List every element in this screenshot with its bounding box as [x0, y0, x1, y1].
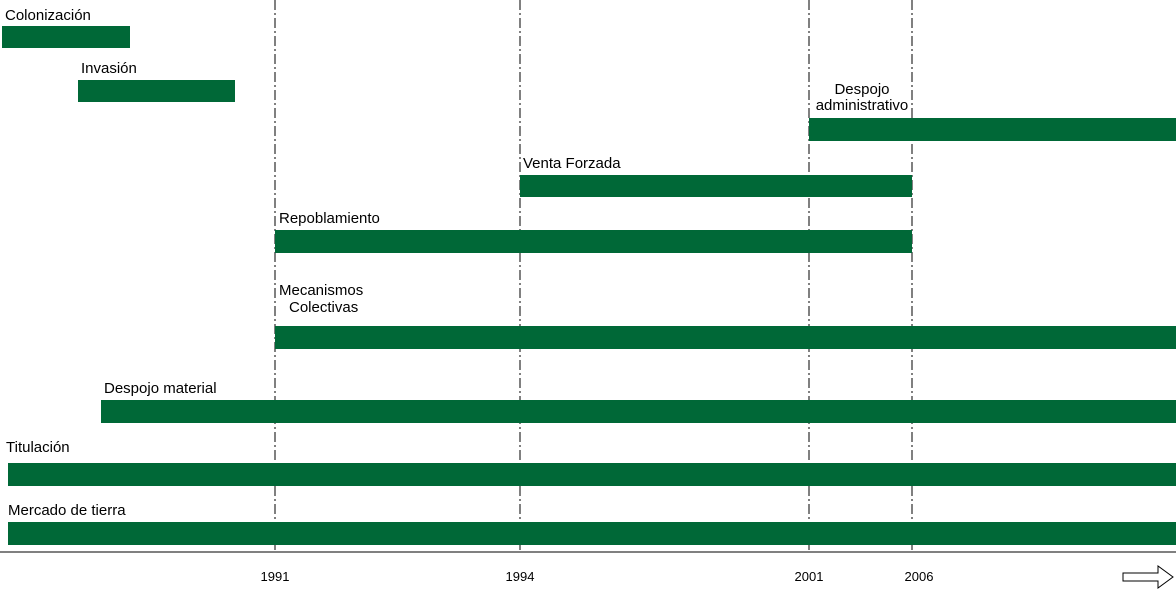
bar-label-despojo-administrativo-line-1: Despojo: [834, 81, 889, 98]
bar-labels: Colonización Invasión Despojoadministrativ…: [5, 7, 908, 519]
bar-despojo-material: [101, 400, 1176, 423]
bar-label-mercado-de-tierra: Mercado de tierra: [8, 502, 126, 519]
bar-label-invasion: Invasión: [81, 60, 137, 77]
bar-titulacion: [8, 463, 1176, 486]
x-tick-2001: 2001: [795, 569, 824, 584]
bar-label-despojo-administrativo-line-2: administrativo: [816, 97, 909, 114]
bar-label-titulacion: Titulación: [6, 439, 70, 456]
x-tick-2006: 2006: [905, 569, 934, 584]
timeline-bars: [2, 26, 1176, 545]
bar-mecanismos-colectivas: [275, 326, 1176, 349]
bar-label-despojo-material: Despojo material: [104, 380, 217, 397]
bar-label-venta-forzada: Venta Forzada: [523, 155, 621, 172]
bar-label-mecanismos-colectivas-line-2: Colectivas: [289, 299, 358, 316]
bar-colonizacion: [2, 26, 130, 48]
bar-label-colonizacion: Colonización: [5, 7, 91, 24]
x-tick-1991: 1991: [261, 569, 290, 584]
bar-label-repoblamiento: Repoblamiento: [279, 210, 380, 227]
bar-invasion: [78, 80, 235, 102]
x-tick-labels: 1991 1994 2001 2006: [261, 569, 934, 584]
x-tick-1994: 1994: [506, 569, 535, 584]
year-gridlines: [274, 0, 913, 552]
bar-label-mecanismos-colectivas-line-1: Mecanismos: [279, 282, 363, 299]
bar-mercado-de-tierra: [8, 522, 1176, 545]
bar-venta-forzada: [520, 175, 912, 197]
bar-repoblamiento: [275, 230, 912, 253]
bar-despojo-administrativo: [809, 118, 1176, 141]
outline-right-arrow-icon: [1122, 565, 1174, 589]
